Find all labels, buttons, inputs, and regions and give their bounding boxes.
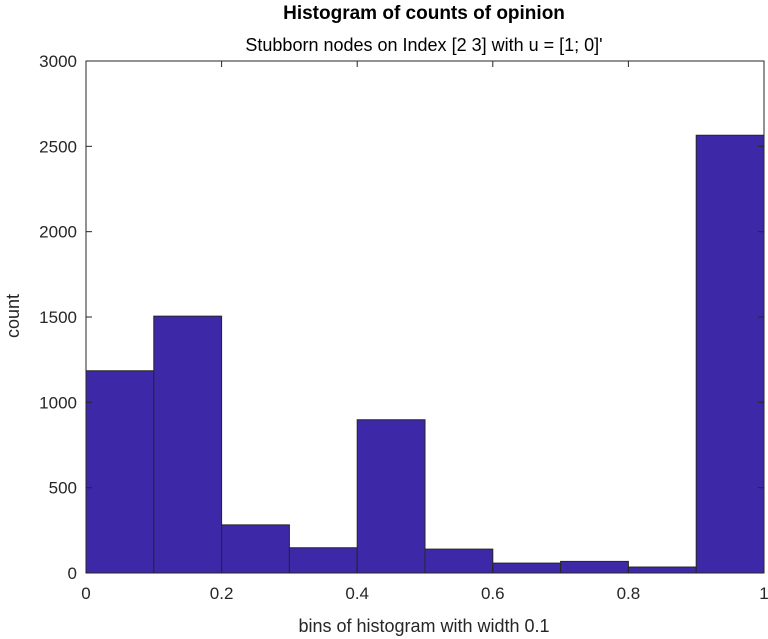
histogram-bar — [86, 371, 154, 573]
y-tick-label: 1000 — [39, 393, 77, 412]
x-tick-label: 0.6 — [481, 584, 505, 603]
chart-title: Histogram of counts of opinion — [283, 3, 565, 24]
x-tick-label: 0.2 — [210, 584, 234, 603]
histogram-bar — [628, 567, 696, 573]
y-tick-label: 2500 — [39, 137, 77, 156]
histogram-bar — [696, 135, 764, 573]
y-tick-label: 0 — [68, 564, 77, 583]
y-tick-label: 1500 — [39, 308, 77, 327]
x-tick-label: 1 — [759, 584, 768, 603]
histogram-bar — [357, 420, 425, 573]
histogram-bar — [222, 525, 290, 573]
histogram-bar — [425, 549, 493, 573]
bars-group — [86, 135, 764, 573]
chart-subtitle: Stubborn nodes on Index [2 3] with u = [… — [245, 35, 602, 55]
x-axis-label: bins of histogram with width 0.1 — [298, 616, 549, 636]
x-tick-label: 0.8 — [617, 584, 641, 603]
histogram-bar — [289, 548, 357, 573]
y-tick-label: 3000 — [39, 52, 77, 71]
x-tick-label: 0.4 — [345, 584, 369, 603]
y-axis-label: count — [3, 294, 23, 338]
histogram-bar — [154, 316, 222, 573]
y-tick-label: 2000 — [39, 223, 77, 242]
histogram-bar — [561, 561, 629, 573]
y-tick-label: 500 — [49, 479, 77, 498]
histogram-bar — [493, 563, 561, 573]
x-tick-label: 0 — [81, 584, 90, 603]
